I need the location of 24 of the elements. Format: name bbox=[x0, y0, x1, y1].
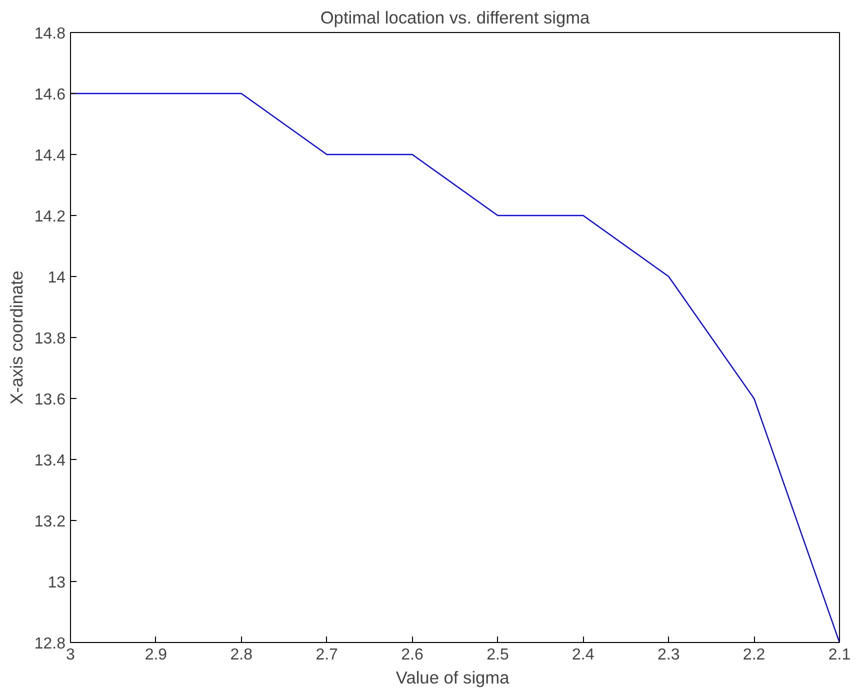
y-tick-label: 14.6 bbox=[34, 86, 66, 104]
x-tick-label: 2.7 bbox=[316, 646, 338, 664]
x-tick-label: 2.4 bbox=[572, 646, 594, 664]
x-tick-label: 3 bbox=[66, 646, 76, 664]
y-tick-label: 13.6 bbox=[34, 392, 66, 408]
y-tick-label: 14.4 bbox=[34, 148, 66, 164]
y-tick-label: 13.2 bbox=[34, 514, 66, 530]
x-axis-title: Value of sigma bbox=[396, 668, 510, 688]
y-tick-label: 13.4 bbox=[34, 452, 66, 470]
x-tick-label: 2.8 bbox=[230, 646, 253, 664]
y-tick-label: 13.8 bbox=[34, 330, 66, 348]
chart-title: Optimal location vs. different sigma bbox=[320, 8, 590, 28]
x-tick-label: 2.3 bbox=[657, 646, 680, 664]
y-tick-label: 14 bbox=[48, 270, 66, 286]
x-tick-label: 2.9 bbox=[144, 646, 168, 664]
x-tick-label: 2.2 bbox=[742, 646, 766, 664]
y-tick-label: 13 bbox=[48, 574, 66, 592]
y-tick-label: 14.8 bbox=[34, 26, 66, 42]
y-tick-label: 14.2 bbox=[34, 208, 66, 226]
x-tick-label: 2.6 bbox=[401, 646, 424, 664]
y-axis-title: X-axis coordinate bbox=[6, 270, 26, 404]
y-tick-label: 12.8 bbox=[34, 636, 66, 652]
x-tick-label: 2.1 bbox=[828, 646, 851, 664]
x-tick-label: 2.5 bbox=[486, 646, 509, 664]
